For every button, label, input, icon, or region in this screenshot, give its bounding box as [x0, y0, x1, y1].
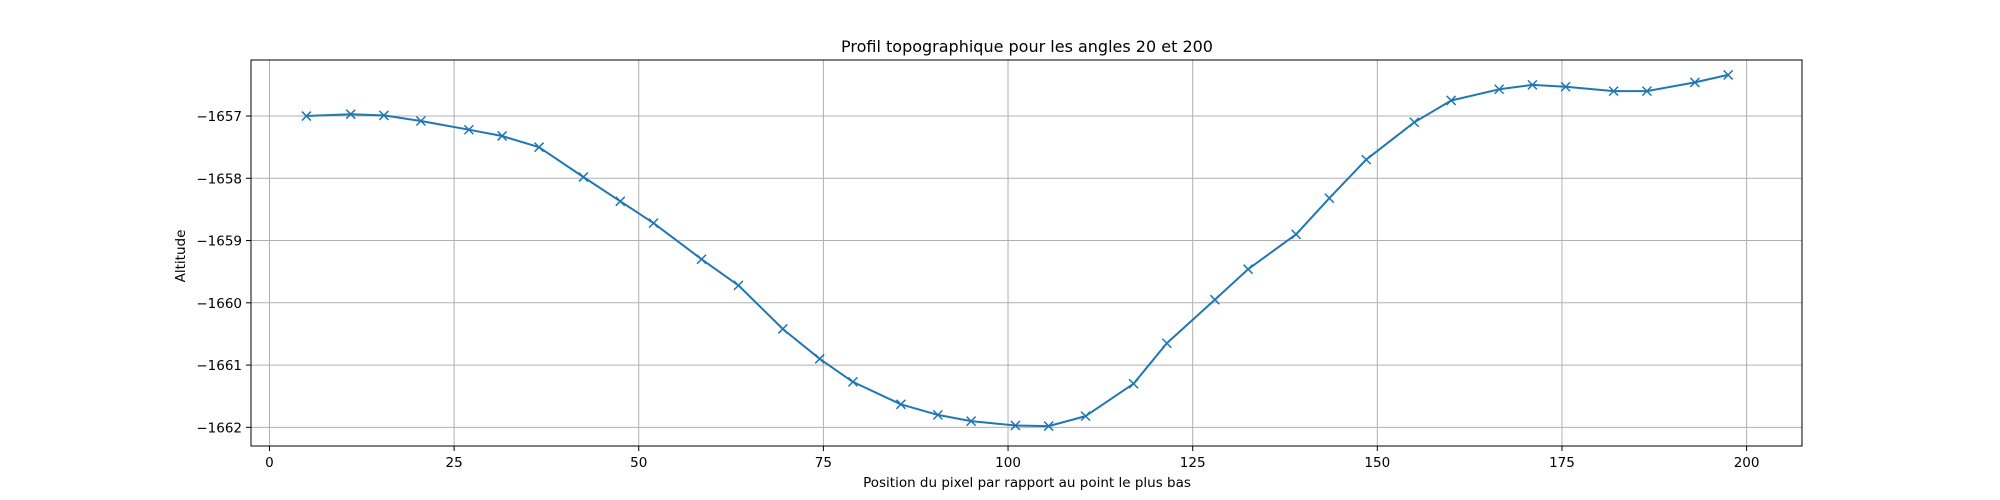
- x-tick-label: 25: [446, 455, 463, 471]
- x-tick-label: 75: [815, 455, 832, 471]
- data-point-marker: [345, 109, 356, 120]
- y-tick-label: −1661: [196, 358, 242, 374]
- y-axis: −1662 −1661 −1660 −1659 −1658 −1657: [196, 109, 251, 436]
- data-point-marker: [1243, 264, 1254, 275]
- x-tick-label: 0: [265, 455, 274, 471]
- data-point-marker: [932, 409, 943, 420]
- data-point-marker: [847, 376, 858, 387]
- data-point-marker: [1689, 77, 1700, 88]
- data-point-marker: [966, 416, 977, 427]
- plot-frame: [250, 59, 1803, 447]
- data-point-marker: [1043, 421, 1054, 432]
- data-point-marker: [497, 130, 508, 141]
- y-tick-label: −1660: [196, 296, 242, 312]
- data-point-marker: [1723, 69, 1734, 80]
- data-point-marker: [733, 280, 744, 291]
- data-point-marker: [696, 254, 707, 265]
- data-point-marker: [1128, 378, 1139, 389]
- data-point-marker: [378, 110, 389, 121]
- data-point-marker: [1080, 411, 1091, 422]
- data-point-marker: [1324, 193, 1335, 204]
- x-tick-label: 50: [630, 455, 647, 471]
- x-tick-label: 200: [1734, 455, 1760, 471]
- data-point-marker: [1291, 229, 1302, 240]
- series-line-layer: [306, 73, 1729, 428]
- grid: [251, 60, 1802, 446]
- data-point-marker: [895, 399, 906, 410]
- data-point-marker: [1560, 81, 1571, 92]
- y-tick-label: −1659: [196, 234, 242, 250]
- series-markers: [301, 69, 1734, 432]
- data-point-marker: [1527, 79, 1538, 90]
- y-tick-label: −1662: [196, 420, 242, 436]
- y-tick-label: −1657: [196, 109, 242, 125]
- y-tick-label: −1658: [196, 171, 242, 187]
- data-point-marker: [534, 142, 545, 153]
- data-point-marker: [1446, 95, 1457, 106]
- data-point-marker: [615, 196, 626, 207]
- data-point-marker: [1209, 294, 1220, 305]
- data-point-marker: [1361, 154, 1372, 165]
- x-tick-label: 175: [1549, 455, 1575, 471]
- data-point-marker: [1409, 117, 1420, 128]
- data-point-marker: [1494, 84, 1505, 95]
- data-point-marker: [578, 172, 589, 183]
- data-point-marker: [301, 111, 312, 122]
- data-point-marker: [777, 323, 788, 334]
- y-axis-label: Altitude: [173, 230, 189, 283]
- data-point-marker: [1010, 420, 1021, 431]
- x-axis: 0 25 50 75 100 125 150 175 200: [265, 446, 1759, 471]
- data-point-marker: [415, 115, 426, 127]
- data-point-marker: [1161, 338, 1172, 349]
- data-point-marker: [648, 218, 659, 229]
- data-point-marker: [1608, 86, 1619, 97]
- data-point-marker: [463, 124, 474, 135]
- data-point-marker: [1641, 86, 1652, 97]
- chart-title: Profil topographique pour les angles 20 …: [841, 37, 1213, 56]
- series-line: [306, 73, 1729, 428]
- x-tick-label: 150: [1364, 455, 1390, 471]
- x-tick-label: 100: [995, 455, 1021, 471]
- data-point-marker: [814, 353, 825, 364]
- x-axis-label: Position du pixel par rapport au point l…: [863, 475, 1191, 491]
- x-tick-label: 125: [1180, 455, 1206, 471]
